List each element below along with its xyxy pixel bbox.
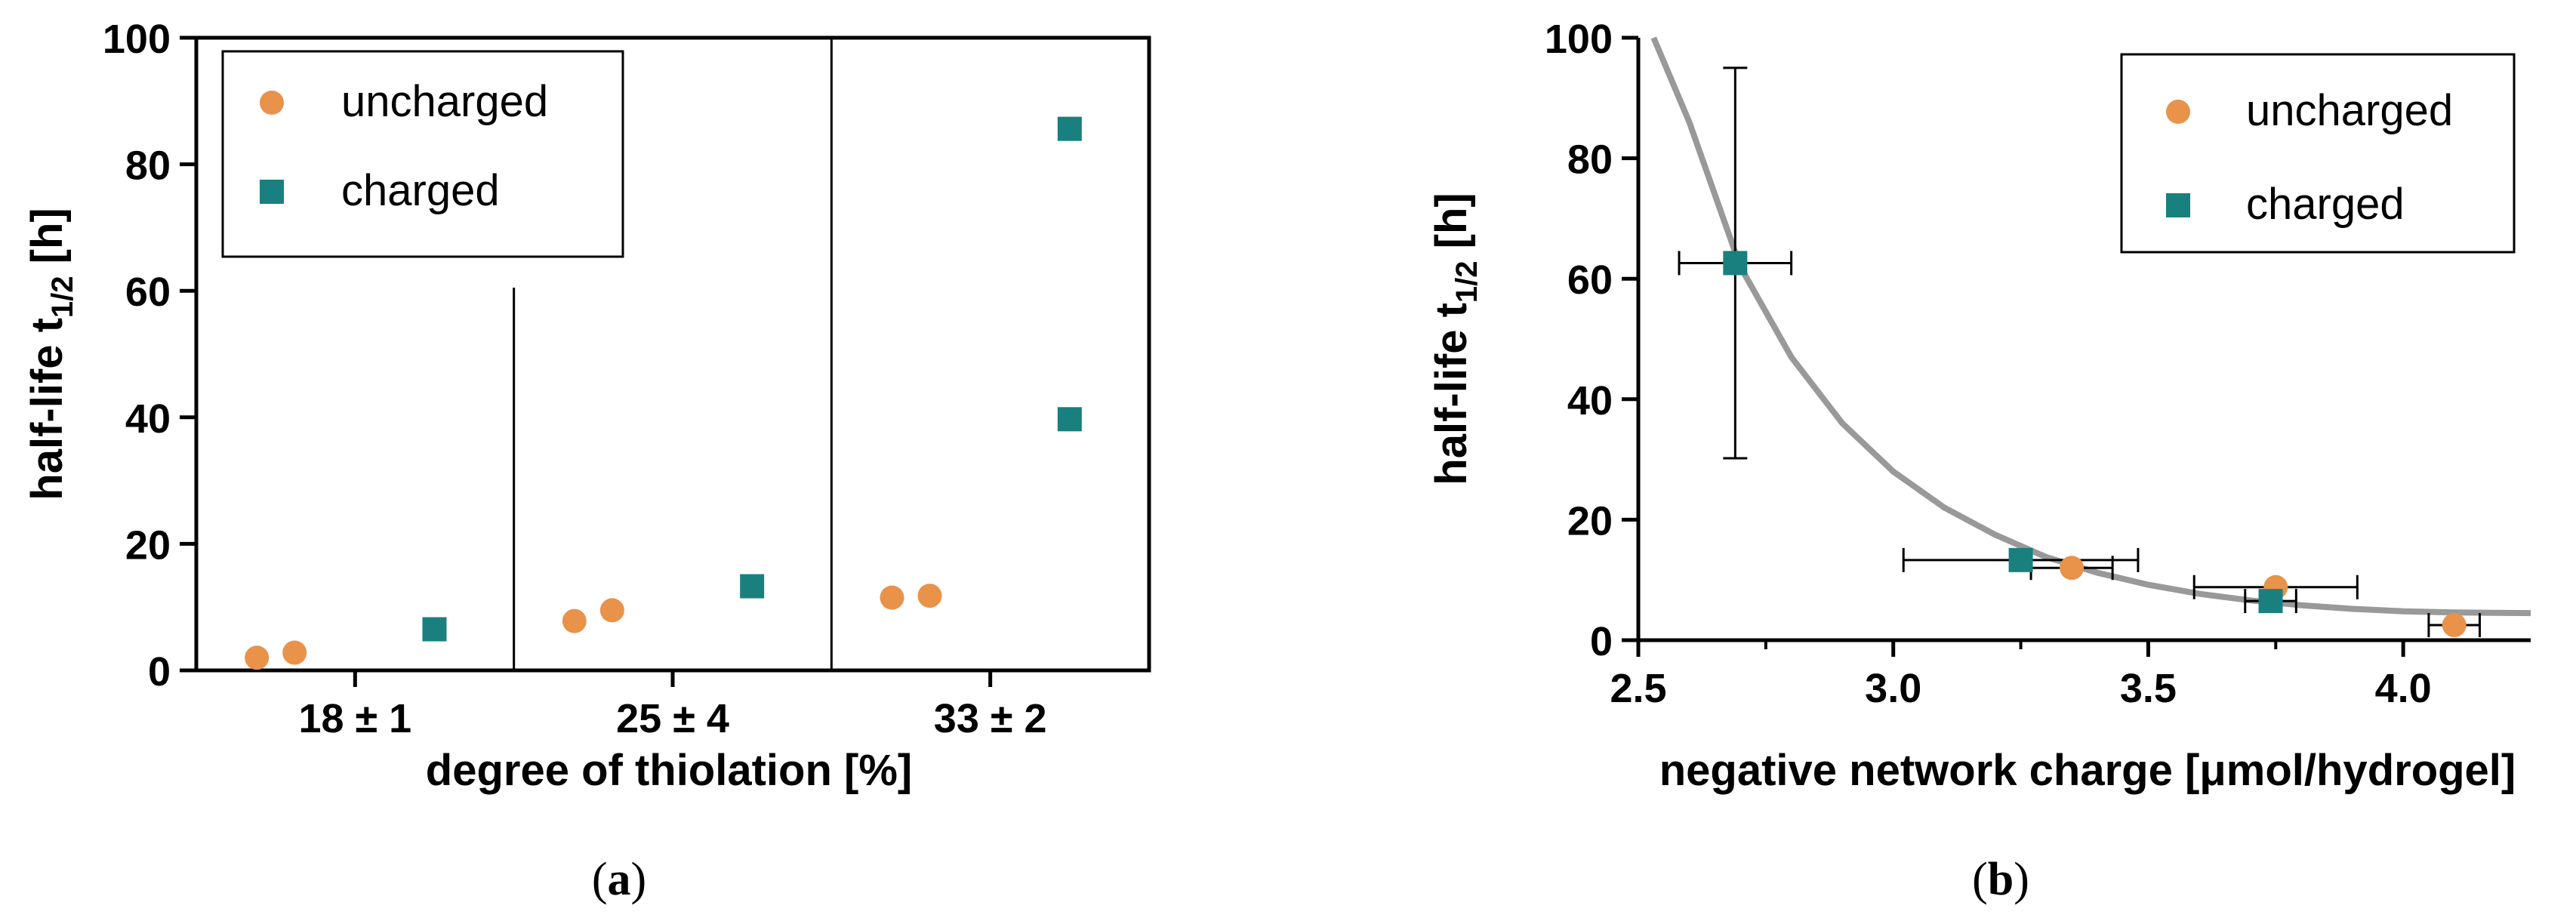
panel-a-caption-open: ( — [592, 854, 608, 905]
panel-a-y-axis: 0 20 40 60 80 100 — [103, 17, 196, 695]
panel-b-x-axis: 2.5 3.0 3.5 4.0 — [1610, 640, 2432, 711]
panel-b-legend-label-uncharged: uncharged — [2246, 86, 2453, 135]
panel-b-legend-label-charged: charged — [2246, 180, 2405, 229]
panel-b-caption-open: ( — [1972, 854, 1988, 905]
panel-a-legend-marker-charged — [260, 180, 284, 204]
panel-a-x-tick-label: 18 ± 1 — [298, 696, 411, 741]
panel-a-legend: uncharged charged — [221, 50, 624, 258]
panel-a-caption: (a) — [592, 854, 646, 905]
panel-a-y-axis-title-unit: [h] — [23, 208, 72, 276]
panel-a-x-axis: 18 ± 1 25 ± 4 33 ± 2 — [298, 670, 1047, 741]
panel-b-x-tick-label: 4.0 — [2375, 666, 2432, 711]
panel-a-legend-marker-uncharged — [260, 91, 284, 115]
panel-b-legend-marker-uncharged — [2166, 100, 2190, 124]
panel-a-points — [245, 116, 1082, 670]
panel-a-chart: 0 20 40 60 80 100 18 ± 1 25 ± 4 33 ± 2 uncharge… — [23, 17, 1151, 905]
panel-b-y-tick-label: 80 — [1567, 137, 1613, 183]
panel-a-x-tick-label: 25 ± 4 — [616, 696, 729, 741]
panel-a-y-axis-title-main: half-life t — [23, 318, 72, 501]
panel-b-caption-close: ) — [2014, 854, 2029, 905]
panel-a-point-charged — [1057, 407, 1082, 432]
panel-a-point-uncharged — [917, 584, 942, 608]
panel-a-x-tick-label: 33 ± 2 — [934, 696, 1047, 741]
panel-a-point-uncharged — [282, 640, 307, 665]
panel-b-chart: 0 20 40 60 80 100 2.5 3.0 3.5 4.0 uncharged char… — [1427, 17, 2531, 905]
panel-b-y-axis-title-subscript: 1/2 — [1450, 260, 1484, 303]
panel-a-legend-box — [221, 50, 624, 258]
panel-a-point-charged — [1057, 116, 1082, 141]
panel-a-y-tick-label: 40 — [125, 396, 171, 442]
panel-a-y-tick-label: 80 — [125, 143, 171, 189]
panel-a-legend-label-uncharged: uncharged — [341, 77, 548, 126]
panel-b-legend: uncharged charged — [2120, 53, 2516, 254]
panel-b-x-axis-title: negative network charge [μmol/hydrogel] — [1659, 746, 2516, 795]
panel-a-y-tick-label: 20 — [125, 522, 171, 568]
panel-a-y-tick-label: 100 — [103, 17, 171, 62]
panel-a-caption-close: ) — [631, 854, 647, 905]
panel-b-point-charged — [2008, 547, 2033, 572]
panel-a-point-uncharged — [245, 645, 270, 670]
panel-a-y-tick-label: 60 — [125, 270, 171, 315]
panel-b-points — [1723, 251, 2467, 638]
panel-b-y-tick-label: 0 — [1590, 619, 1613, 664]
panel-a-point-uncharged — [599, 598, 624, 623]
panel-a-point-charged — [422, 617, 447, 642]
panel-b-x-tick-label: 3.5 — [2120, 666, 2177, 711]
panel-a-y-axis-title: half-life t1/2 [h] — [23, 208, 79, 500]
panel-a-point-uncharged — [562, 608, 587, 633]
panel-b-y-axis: 0 20 40 60 80 100 — [1545, 17, 1638, 664]
panel-b-y-axis-title: half-life t1/2 [h] — [1427, 193, 1484, 485]
panel-b-point-charged — [2258, 589, 2283, 614]
panel-a-point-charged — [740, 574, 765, 599]
panel-b-y-tick-label: 100 — [1545, 17, 1613, 62]
panel-a-y-axis-title-subscript: 1/2 — [46, 276, 79, 318]
panel-b-point-uncharged — [2060, 556, 2085, 581]
panel-b-y-tick-label: 40 — [1567, 378, 1613, 424]
panel-b-y-axis-title-main: half-life t — [1427, 303, 1476, 485]
panel-a-x-axis-title: degree of thiolation [%] — [426, 746, 912, 795]
panel-a-caption-letter: a — [608, 854, 631, 905]
panel-a-legend-label-charged: charged — [341, 166, 500, 215]
panel-b-point-charged — [1723, 251, 1748, 276]
panel-b-y-tick-label: 20 — [1567, 498, 1613, 544]
panel-b-x-tick-label: 2.5 — [1610, 666, 1666, 711]
panel-a-point-uncharged — [880, 585, 904, 610]
panel-b-legend-box — [2120, 53, 2516, 254]
panel-b-y-axis-title-unit: [h] — [1427, 193, 1476, 260]
panel-b-point-uncharged — [2442, 613, 2467, 638]
panel-b-legend-marker-charged — [2166, 193, 2190, 217]
panel-b-y-tick-label: 60 — [1567, 257, 1613, 303]
panel-b-caption-letter: b — [1988, 854, 2014, 905]
panel-a-category-dividers — [513, 38, 833, 670]
panel-b-x-tick-label: 3.0 — [1865, 666, 1921, 711]
panel-b-caption: (b) — [1972, 854, 2029, 905]
panel-a-y-tick-label: 0 — [148, 649, 171, 695]
